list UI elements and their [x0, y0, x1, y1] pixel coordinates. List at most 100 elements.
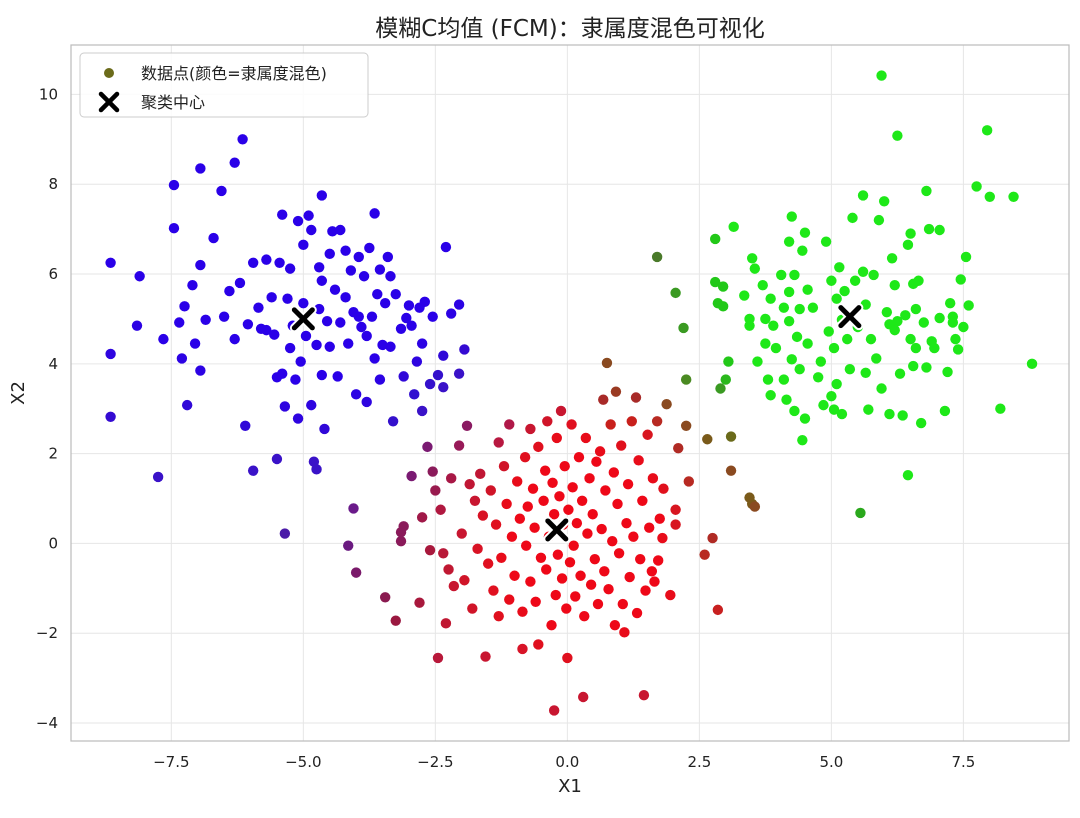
- data-point-green: [929, 342, 940, 354]
- data-point-green: [871, 353, 882, 364]
- data-point-blue: [131, 320, 143, 331]
- data-point-green: [802, 338, 813, 349]
- data-point-green: [884, 408, 895, 420]
- data-point-blue: [379, 297, 391, 309]
- data-point-green: [955, 274, 966, 285]
- data-point-red: [600, 485, 611, 496]
- data-point-blue: [176, 353, 188, 364]
- data-point-green: [952, 344, 964, 355]
- data-point-green: [831, 378, 842, 390]
- data-point-green: [789, 269, 800, 281]
- data-point-red: [538, 495, 549, 506]
- data-point-blue: [237, 134, 248, 145]
- data-point-green: [958, 321, 969, 333]
- data-point-green: [815, 356, 827, 367]
- data-point-blue: [445, 308, 457, 319]
- data-point-red: [596, 523, 607, 535]
- data-point-blue: [419, 296, 430, 308]
- data-point-green: [1026, 358, 1038, 370]
- data-point-blue: [187, 280, 198, 291]
- data-point-green: [876, 383, 887, 394]
- data-point-blue: [189, 338, 201, 349]
- data-point-red: [683, 476, 695, 487]
- y-tick-label: −4: [36, 714, 58, 732]
- data-point-green: [934, 312, 945, 324]
- data-point-green: [939, 405, 951, 417]
- data-point-green: [934, 224, 945, 236]
- data-point-green: [900, 310, 911, 321]
- y-tick-label: 0: [48, 534, 58, 552]
- data-point-red: [519, 452, 531, 463]
- data-point-red: [432, 652, 444, 664]
- data-point-blue: [335, 317, 346, 328]
- data-point-blue: [261, 254, 272, 265]
- data-point-red: [612, 498, 623, 510]
- data-point-green: [802, 284, 813, 295]
- data-point-red: [440, 618, 452, 629]
- y-tick-label: 2: [48, 445, 58, 463]
- data-point-green: [1008, 191, 1019, 202]
- data-point-green: [797, 245, 808, 256]
- data-point-red: [573, 452, 585, 463]
- data-point-green: [910, 342, 922, 354]
- data-point-green: [818, 399, 829, 411]
- data-point-green: [915, 417, 927, 429]
- data-point-green: [942, 366, 953, 378]
- data-point-blue: [253, 302, 264, 313]
- data-point-blue: [406, 320, 417, 331]
- data-point-blue: [292, 413, 304, 424]
- data-point-red: [562, 652, 573, 664]
- data-point-red: [527, 483, 539, 494]
- data-point-red: [525, 423, 536, 435]
- data-point-red: [670, 504, 681, 515]
- data-point-blue: [300, 330, 312, 342]
- data-point-green: [902, 239, 914, 251]
- data-point-blue: [271, 453, 283, 465]
- data-point-red: [609, 619, 621, 631]
- data-point-red: [556, 573, 568, 584]
- data-point-red: [445, 473, 457, 484]
- data-point-blue: [298, 239, 309, 251]
- data-point-red: [554, 491, 565, 502]
- data-point-red: [422, 441, 433, 453]
- data-point-green: [752, 356, 763, 367]
- data-point-blue: [282, 293, 293, 304]
- data-point-green: [783, 236, 795, 247]
- data-point-blue: [195, 365, 206, 376]
- data-point-red: [493, 437, 504, 448]
- data-point-red: [626, 416, 637, 427]
- x-tick-label: −7.5: [153, 753, 189, 771]
- data-point-red: [712, 604, 724, 616]
- data-point-green: [876, 70, 887, 81]
- data-point-green: [720, 374, 731, 385]
- data-point-green: [873, 214, 885, 226]
- data-point-green: [857, 266, 869, 277]
- data-point-red: [482, 558, 494, 569]
- data-point-blue: [395, 323, 407, 334]
- data-point-red: [542, 416, 553, 427]
- data-point-blue: [353, 311, 364, 322]
- data-point-blue: [416, 338, 428, 349]
- data-point-red: [624, 571, 635, 583]
- data-point-red: [616, 440, 627, 451]
- data-point-green: [826, 390, 837, 402]
- data-point-red: [617, 598, 629, 610]
- data-point-green: [902, 469, 914, 481]
- data-point-green: [778, 302, 790, 313]
- data-point-green: [807, 302, 819, 313]
- x-tick-label: 7.5: [951, 753, 975, 771]
- data-point-red: [551, 432, 562, 444]
- legend-label-centers: 聚类中心: [141, 93, 205, 112]
- data-point-red: [514, 513, 526, 524]
- data-point-blue: [181, 399, 193, 411]
- data-point-red: [640, 585, 651, 596]
- data-point-green: [865, 333, 877, 345]
- data-point-blue: [361, 330, 372, 342]
- data-point-red: [522, 501, 533, 512]
- data-point-blue: [313, 303, 325, 315]
- data-point-green: [905, 333, 916, 345]
- data-point-red: [529, 522, 540, 533]
- data-point-blue: [377, 339, 388, 351]
- data-point-green: [892, 130, 903, 141]
